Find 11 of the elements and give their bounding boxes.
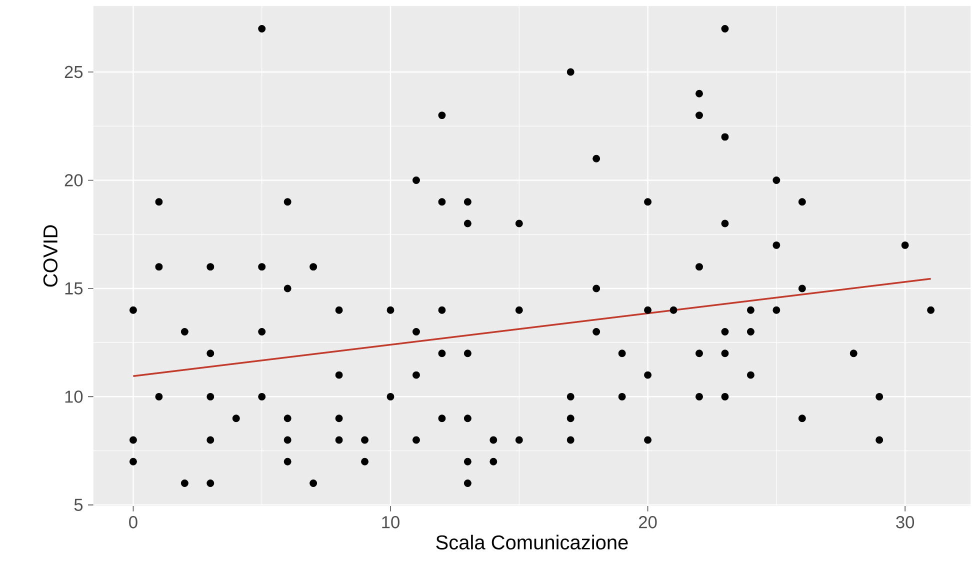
y-tick-label: 20	[64, 174, 83, 186]
y-tick-label: 10	[65, 390, 83, 403]
y-axis-title: COVID	[43, 225, 58, 287]
y-tick-label: 15	[65, 282, 83, 295]
x-tick-label: 20	[639, 516, 657, 528]
x-tick-label: 0	[129, 516, 138, 528]
x-axis-title: Scala Comunicazione	[436, 534, 628, 550]
x-tick-label: 10	[382, 516, 400, 528]
y-tick-label: 5	[74, 498, 83, 511]
x-tick-label: 30	[896, 516, 914, 528]
y-tick-label: 25	[64, 66, 83, 78]
